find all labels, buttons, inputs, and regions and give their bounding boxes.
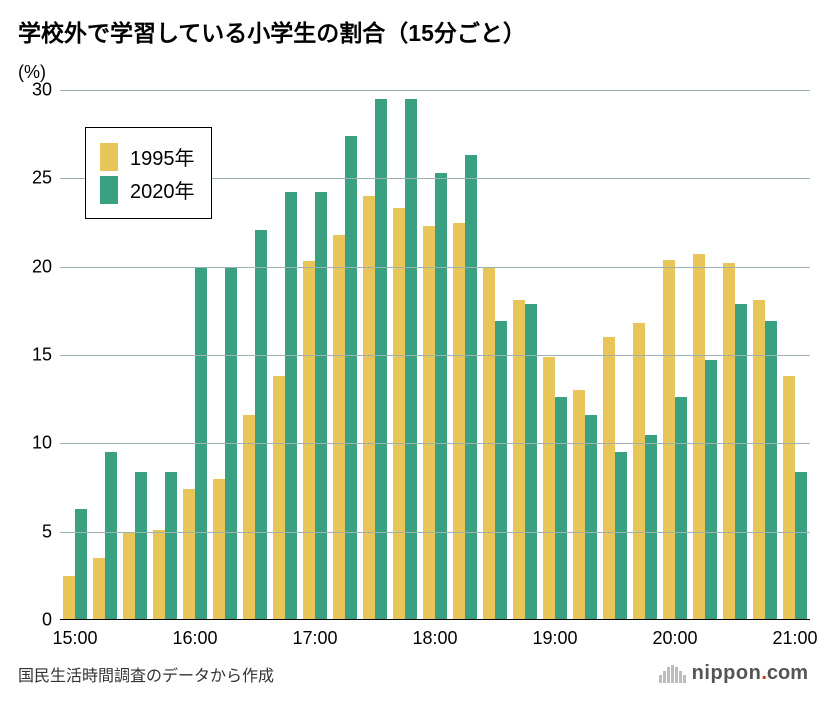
bar	[135, 472, 147, 620]
y-tick-label: 30	[32, 80, 52, 101]
bar	[405, 99, 417, 620]
y-tick-label: 0	[42, 610, 52, 631]
bar	[75, 509, 87, 620]
bar	[213, 479, 225, 620]
bar	[183, 489, 195, 620]
legend-item: 2020年	[100, 175, 195, 204]
bar	[165, 472, 177, 620]
bar	[633, 323, 645, 620]
bar	[345, 136, 357, 620]
brand-text-com: com	[767, 662, 808, 685]
grid-line	[60, 355, 810, 356]
legend-swatch	[100, 143, 118, 171]
y-tick-label: 5	[42, 521, 52, 542]
bar	[783, 376, 795, 620]
brand-logo: nippon.com	[659, 662, 808, 685]
y-tick-label: 20	[32, 256, 52, 277]
legend-item: 1995年	[100, 142, 195, 171]
bar	[573, 390, 585, 620]
brand-bars-icon	[659, 665, 686, 683]
x-axis-line	[60, 619, 810, 621]
bar	[795, 472, 807, 620]
bar	[735, 304, 747, 620]
bar	[543, 357, 555, 620]
bar	[333, 235, 345, 620]
bar	[105, 452, 117, 620]
bar	[453, 223, 465, 621]
bar	[753, 300, 765, 620]
bar	[243, 415, 255, 620]
bar	[765, 321, 777, 620]
bar	[303, 261, 315, 620]
bar	[645, 435, 657, 621]
bar	[513, 300, 525, 620]
x-tick-label: 16:00	[172, 628, 217, 649]
bar	[663, 260, 675, 620]
bar	[123, 533, 135, 620]
bar	[393, 208, 405, 620]
legend-swatch	[100, 176, 118, 204]
bar	[525, 304, 537, 620]
bar	[615, 452, 627, 620]
bar	[315, 192, 327, 620]
x-tick-label: 15:00	[52, 628, 97, 649]
bar	[153, 530, 165, 620]
brand-text-nippon: nippon	[692, 662, 762, 685]
bar	[363, 196, 375, 620]
source-note: 国民生活時間調査のデータから作成	[18, 662, 274, 686]
bar	[465, 155, 477, 620]
bar	[435, 173, 447, 620]
bar	[705, 360, 717, 620]
y-tick-label: 25	[32, 168, 52, 189]
chart-container: 学校外で学習している小学生の割合（15分ごと） (%) 051015202530…	[0, 0, 826, 702]
chart-title: 学校外で学習している小学生の割合（15分ごと）	[18, 14, 526, 48]
grid-line	[60, 267, 810, 268]
bar	[723, 263, 735, 620]
bar	[375, 99, 387, 620]
legend-label: 2020年	[130, 175, 195, 204]
bar	[675, 397, 687, 620]
legend-label: 1995年	[130, 142, 195, 171]
x-tick-label: 17:00	[292, 628, 337, 649]
x-tick-label: 19:00	[532, 628, 577, 649]
bar	[585, 415, 597, 620]
bar	[423, 226, 435, 620]
x-tick-label: 20:00	[652, 628, 697, 649]
grid-line	[60, 532, 810, 533]
bar	[603, 337, 615, 620]
bar	[255, 230, 267, 620]
bar	[693, 254, 705, 620]
x-tick-label: 21:00	[772, 628, 817, 649]
grid-line	[60, 90, 810, 91]
bar	[555, 397, 567, 620]
legend: 1995年 2020年	[85, 127, 212, 219]
bar	[273, 376, 285, 620]
y-tick-label: 15	[32, 345, 52, 366]
bar	[63, 576, 75, 620]
bar	[495, 321, 507, 620]
x-tick-label: 18:00	[412, 628, 457, 649]
y-tick-label: 10	[32, 433, 52, 454]
bar	[285, 192, 297, 620]
bar	[93, 558, 105, 620]
grid-line	[60, 443, 810, 444]
